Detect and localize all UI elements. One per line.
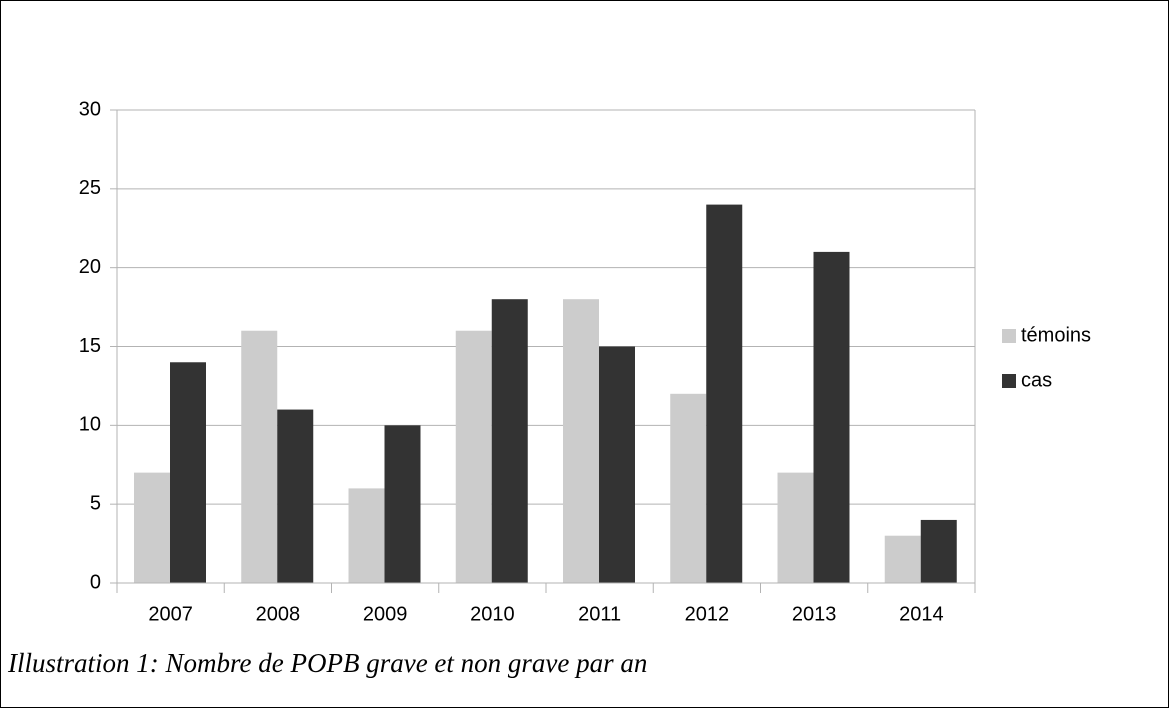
legend-label: cas (1021, 369, 1052, 391)
bar (920, 519, 957, 583)
y-tick-label: 20 (79, 256, 101, 278)
y-tick-label: 25 (79, 177, 101, 199)
bar (777, 472, 814, 583)
bar (384, 425, 421, 583)
x-tick-label: 2008 (256, 603, 301, 625)
x-tick-label: 2012 (685, 603, 730, 625)
x-tick-label: 2007 (148, 603, 193, 625)
bar (706, 204, 743, 583)
y-tick-label: 5 (90, 492, 101, 514)
bar (599, 346, 635, 583)
bar (241, 330, 278, 583)
y-tick-label: 10 (79, 414, 101, 436)
x-tick-label: 2009 (363, 603, 408, 625)
bar (455, 330, 492, 583)
y-tick-label: 0 (90, 571, 101, 593)
caption: Illustration 1: Nombre de POPB grave et … (7, 648, 647, 678)
y-tick-label: 30 (79, 98, 101, 120)
bar (884, 535, 921, 583)
x-tick-label: 2013 (792, 603, 837, 625)
bar (134, 472, 170, 583)
y-tick-label: 15 (79, 335, 101, 357)
bar (813, 251, 850, 583)
bar (348, 488, 385, 583)
bar (670, 393, 707, 583)
legend-swatch (1002, 374, 1016, 388)
bar (170, 362, 206, 583)
bar (491, 299, 528, 583)
legend-swatch (1002, 329, 1016, 343)
bar (563, 299, 599, 583)
x-tick-label: 2011 (578, 603, 621, 625)
x-tick-label: 2010 (470, 603, 515, 625)
x-tick-label: 2014 (899, 603, 944, 625)
legend-label: témoins (1021, 324, 1091, 346)
bar (277, 409, 314, 583)
